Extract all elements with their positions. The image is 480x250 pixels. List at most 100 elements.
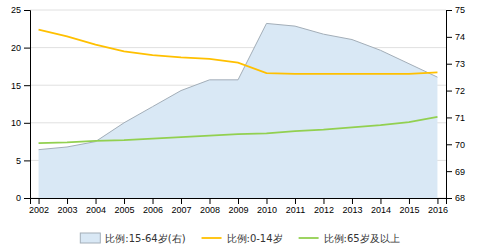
tick-label: 73: [455, 59, 465, 69]
tick-label: 2002: [29, 205, 49, 215]
tick-label: 2003: [58, 205, 78, 215]
legend-label: 比例:0-14岁: [227, 233, 283, 244]
tick-mark: [39, 198, 40, 204]
tick-label: 2012: [314, 205, 334, 215]
tick: 69: [446, 167, 465, 177]
tick-label: 15: [11, 81, 21, 91]
tick-label: 2010: [257, 205, 277, 215]
axis-line: [31, 199, 447, 205]
line: [39, 117, 438, 143]
tick-mark: [24, 160, 30, 161]
tick: 2006: [143, 198, 163, 215]
tick-mark: [24, 123, 30, 124]
tick-mark: [238, 198, 239, 204]
tick: 2007: [171, 198, 191, 215]
tick-mark: [153, 198, 154, 204]
tick-label: 2004: [86, 205, 106, 215]
tick: 74: [446, 32, 465, 42]
legend-swatch: [299, 237, 319, 239]
axis-line: [447, 11, 453, 199]
tick: 2002: [29, 198, 49, 215]
tick-mark: [24, 198, 30, 199]
tick-label: 0: [16, 193, 21, 203]
tick-label: 70: [455, 140, 465, 150]
tick: 2005: [115, 198, 135, 215]
tick-label: 68: [455, 193, 465, 203]
tick-mark: [446, 64, 452, 65]
tick: 2015: [399, 198, 419, 215]
tick-label: 75: [455, 5, 465, 15]
tick: 2009: [228, 198, 248, 215]
tick-mark: [446, 144, 452, 145]
tick-label: 2011: [286, 205, 305, 215]
tick: 10: [11, 118, 30, 128]
tick-mark: [380, 198, 381, 204]
axis-line: [24, 11, 31, 199]
tick: 73: [446, 59, 465, 69]
area-edge: [39, 23, 438, 149]
tick-label: 5: [16, 156, 21, 166]
tick-label: 25: [11, 5, 21, 15]
tick-mark: [24, 10, 30, 11]
tick: 75: [446, 5, 465, 15]
legend-swatch: [202, 237, 222, 239]
tick-mark: [124, 198, 125, 204]
tick-mark: [67, 198, 68, 204]
tick: 2014: [371, 198, 391, 215]
area: [39, 23, 438, 198]
tick: 2011: [286, 198, 305, 215]
tick: 2003: [58, 198, 78, 215]
tick: 70: [446, 140, 465, 150]
tick: 2008: [200, 198, 220, 215]
legend: 比例:15-64岁(右) 比例:0-14岁 比例:65岁及以上: [80, 233, 399, 244]
tick: 2004: [86, 198, 106, 215]
tick-label: 2016: [428, 205, 448, 215]
tick-mark: [181, 198, 182, 204]
y-axis: 0510152025: [11, 5, 31, 203]
tick: 25: [11, 5, 30, 15]
grid-line: [30, 47, 446, 48]
tick: 15: [11, 81, 30, 91]
tick-mark: [295, 198, 296, 204]
tick: 2012: [314, 198, 334, 215]
grid: [30, 10, 446, 198]
tick-mark: [446, 91, 452, 92]
tick: 72: [446, 86, 465, 96]
legend-label: 比例:15-64岁(右): [105, 233, 185, 244]
tick-mark: [24, 85, 30, 86]
tick-label: 2008: [200, 205, 220, 215]
tick-mark: [409, 198, 410, 204]
tick-label: 2015: [399, 205, 419, 215]
y2-axis: 68 69 70 71 72 73 74 75: [446, 5, 465, 203]
tick-mark: [446, 37, 452, 38]
tick: 0: [16, 193, 30, 203]
chart-container: 2002 2003 2004 2005 2006 2007 2008 2009 2010 2011…: [0, 0, 480, 250]
tick-label: 2013: [342, 205, 362, 215]
tick-mark: [446, 171, 452, 172]
tick-mark: [210, 198, 211, 204]
tick-mark: [446, 198, 452, 199]
tick-mark: [446, 117, 452, 118]
chart: 2002 2003 2004 2005 2006 2007 2008 2009 2010 2011…: [0, 0, 480, 250]
line: [39, 30, 438, 74]
tick-mark: [437, 198, 438, 204]
x-axis: 2002 2003 2004 2005 2006 2007 2008 2009 2010 2011…: [29, 198, 448, 215]
tick-label: 2006: [143, 205, 163, 215]
tick-mark: [266, 198, 267, 204]
tick-label: 69: [455, 167, 465, 177]
tick: 68: [446, 193, 465, 203]
legend-item: 比例:65岁及以上: [299, 233, 400, 244]
tick-mark: [323, 198, 324, 204]
tick: 2010: [257, 198, 277, 215]
grid-line: [30, 10, 446, 11]
tick-label: 2007: [171, 205, 191, 215]
tick: 2013: [342, 198, 362, 215]
tick: 5: [16, 156, 30, 166]
legend-label: 比例:65岁及以上: [324, 233, 400, 244]
tick-label: 71: [455, 113, 465, 123]
legend-item: 比例:15-64岁(右): [80, 233, 185, 244]
legend-swatch: [80, 233, 100, 243]
tick-label: 72: [455, 86, 465, 96]
plot: 2002 2003 2004 2005 2006 2007 2008 2009 2010 2011…: [11, 5, 465, 215]
marks: [39, 23, 438, 198]
